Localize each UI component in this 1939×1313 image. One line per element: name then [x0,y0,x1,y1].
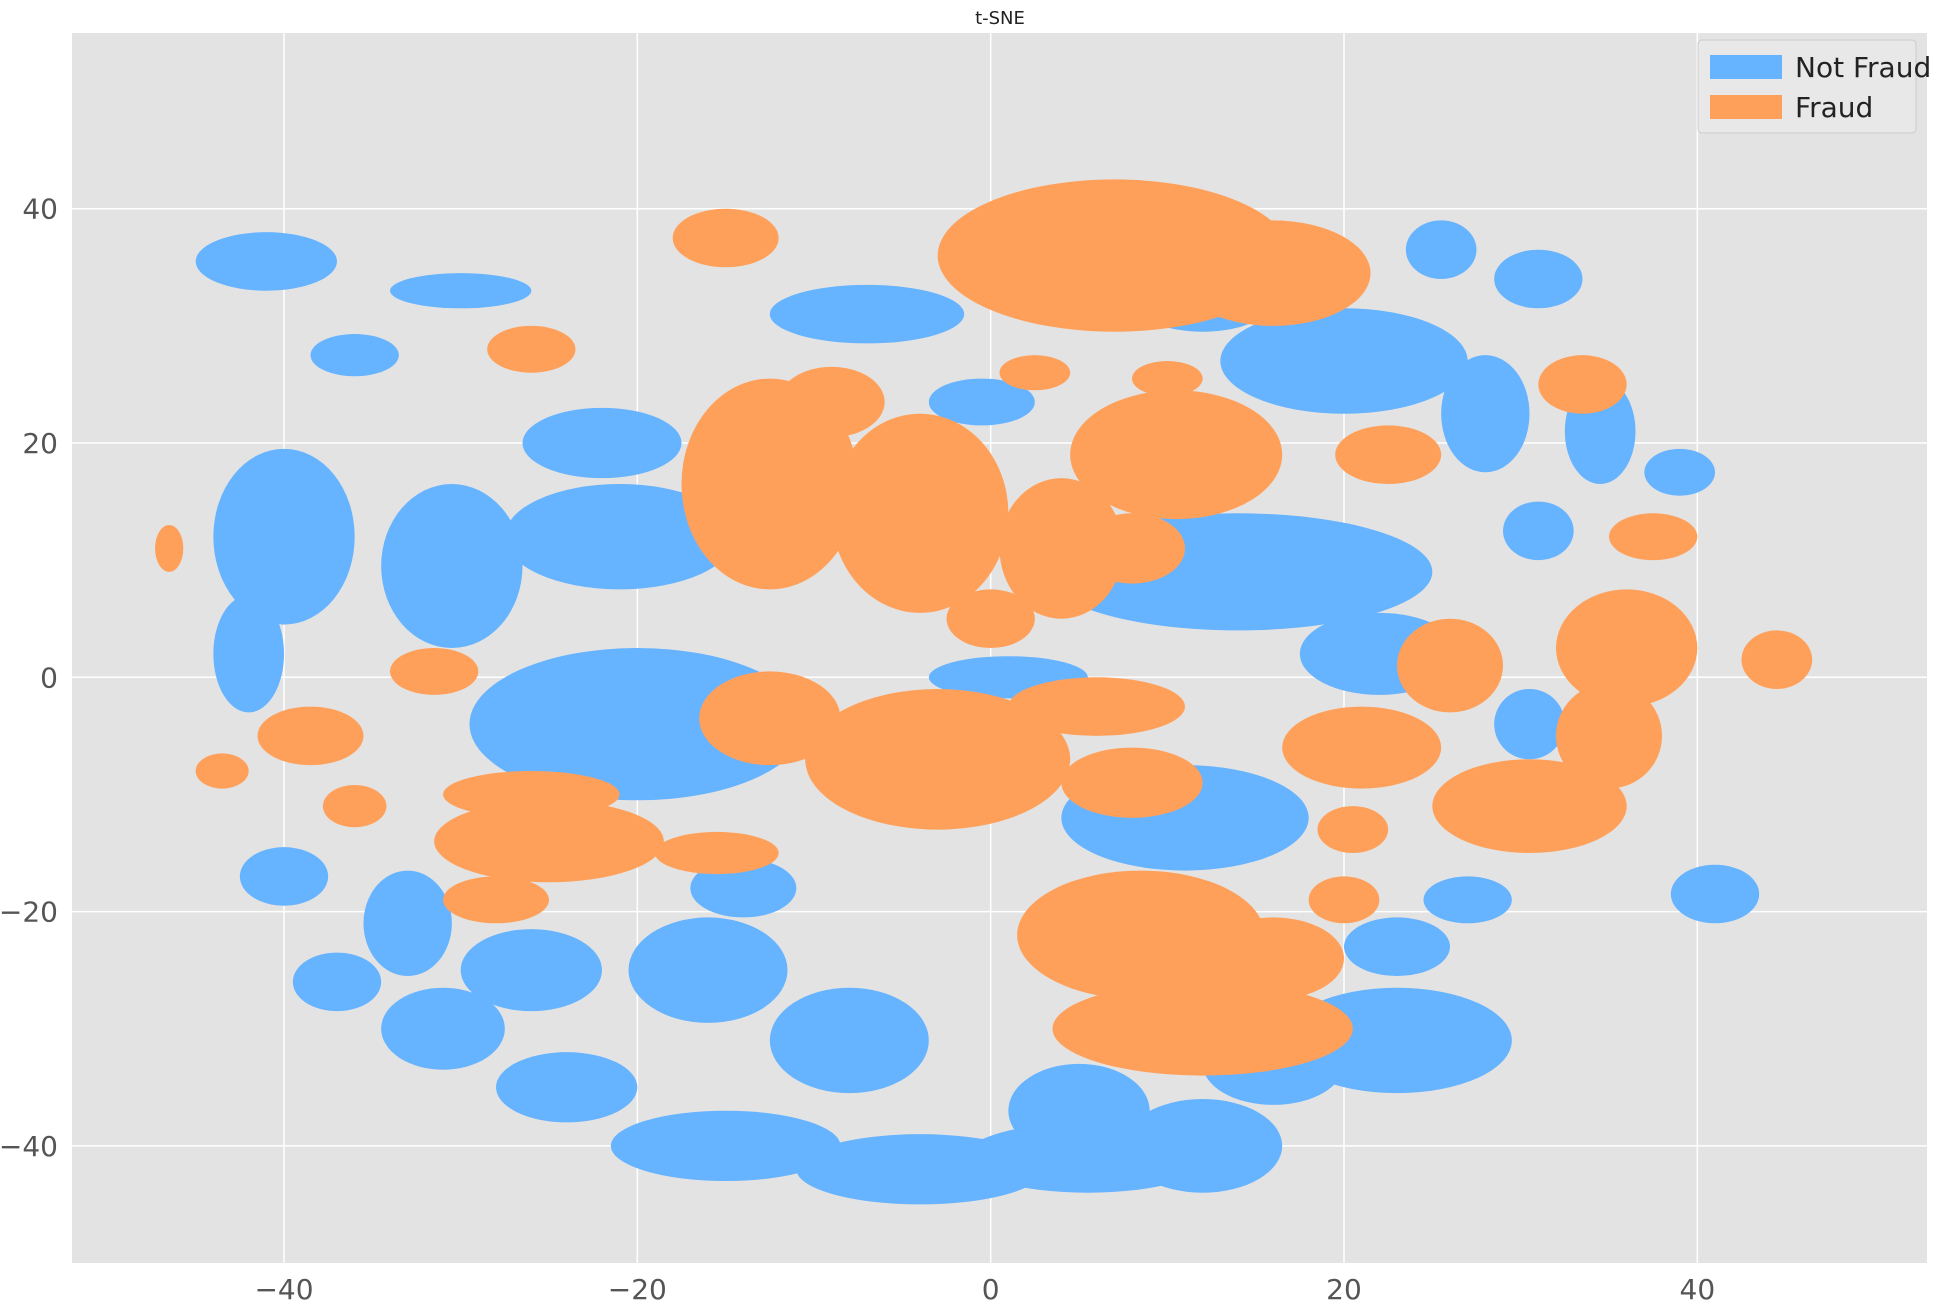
not-fraud-cluster [496,1052,638,1123]
x-tick-label: 40 [1680,1273,1716,1306]
not-fraud-cluster [610,1110,841,1182]
fraud-cluster [1282,706,1442,789]
not-fraud-cluster [1670,864,1760,924]
fraud-cluster [487,325,576,373]
fraud-cluster [999,355,1071,391]
x-tick-label: −40 [254,1273,313,1306]
fraud-cluster [1079,513,1185,584]
fraud-cluster [1202,917,1345,1000]
fraud-cluster [434,800,664,883]
fraud-cluster [1335,425,1442,485]
fraud-cluster [1741,630,1813,689]
not-fraud-cluster [381,484,523,648]
not-fraud-cluster [769,987,929,1094]
not-fraud-cluster [195,232,337,291]
legend-swatch-fraud [1710,95,1782,119]
fraud-cluster [1176,220,1371,326]
fraud-cluster [1432,759,1627,854]
fraud-cluster [1556,589,1698,707]
x-tick-label: 0 [982,1273,1000,1306]
x-tick-label: −20 [608,1273,667,1306]
not-fraud-cluster [390,273,532,309]
not-fraud-cluster [522,407,682,479]
fraud-cluster [831,413,1009,613]
not-fraud-cluster [1494,249,1583,309]
not-fraud-cluster [1405,220,1477,279]
y-tick-label: 0 [40,661,58,694]
not-fraud-cluster [1494,689,1565,760]
fraud-cluster [390,648,479,695]
fraud-cluster [672,208,779,268]
fraud-cluster [322,785,387,828]
not-fraud-cluster [1123,1099,1283,1193]
fraud-cluster [1070,390,1283,520]
fraud-cluster [443,876,549,924]
y-tick-label: 20 [22,427,58,460]
not-fraud-cluster [1344,917,1450,976]
x-axis: −40 −20 0 20 40 [254,1273,1715,1306]
not-fraud-cluster [796,1134,1044,1205]
fraud-cluster [1052,981,1353,1076]
fraud-cluster [1061,747,1203,818]
fraud-cluster [257,706,364,766]
not-fraud-cluster [1644,448,1715,496]
y-tick-label: −40 [0,1130,58,1163]
fraud-cluster [946,589,1035,648]
not-fraud-cluster [1441,355,1530,473]
fraud-cluster [1132,361,1203,397]
not-fraud-cluster [928,378,1035,426]
fraud-cluster [805,689,1071,830]
not-fraud-cluster [628,917,788,1023]
not-fraud-cluster [213,595,284,713]
scatter-points [155,179,1813,1205]
fraud-cluster [699,671,841,766]
not-fraud-cluster [381,987,505,1070]
y-axis: −40 −20 0 20 40 [0,193,58,1163]
fraud-cluster [655,831,779,875]
not-fraud-cluster [292,952,382,1012]
not-fraud-cluster [460,929,602,1012]
fraud-cluster [1538,355,1627,414]
fraud-cluster [1397,618,1503,713]
fraud-cluster [1308,876,1380,924]
not-fraud-cluster [1503,501,1574,561]
fraud-cluster [442,771,620,818]
legend-label-not-fraud: Not Fraud [1795,51,1931,84]
legend: Not Fraud Fraud [1697,39,1931,134]
legend-swatch-not-fraud [1710,55,1782,79]
not-fraud-cluster [1423,876,1512,924]
not-fraud-cluster [213,448,355,625]
fraud-cluster [1317,806,1389,853]
chart-title: t-SNE [975,8,1025,29]
legend-label-fraud: Fraud [1795,91,1873,124]
fraud-cluster [1609,513,1698,561]
not-fraud-cluster [310,334,399,377]
y-tick-label: 40 [22,193,58,226]
fraud-cluster [155,525,184,572]
not-fraud-cluster [769,284,965,344]
not-fraud-cluster [239,847,329,906]
not-fraud-cluster [1220,308,1468,414]
not-fraud-cluster [363,870,452,976]
fraud-cluster [999,478,1124,619]
fraud-cluster [1008,677,1185,736]
fraud-cluster [778,366,885,438]
y-tick-label: −20 [0,896,58,929]
fraud-cluster [1017,870,1265,1000]
x-tick-label: 20 [1326,1273,1362,1306]
fraud-cluster [195,753,249,789]
not-fraud-cluster [504,484,735,590]
fraud-cluster [1556,683,1662,789]
